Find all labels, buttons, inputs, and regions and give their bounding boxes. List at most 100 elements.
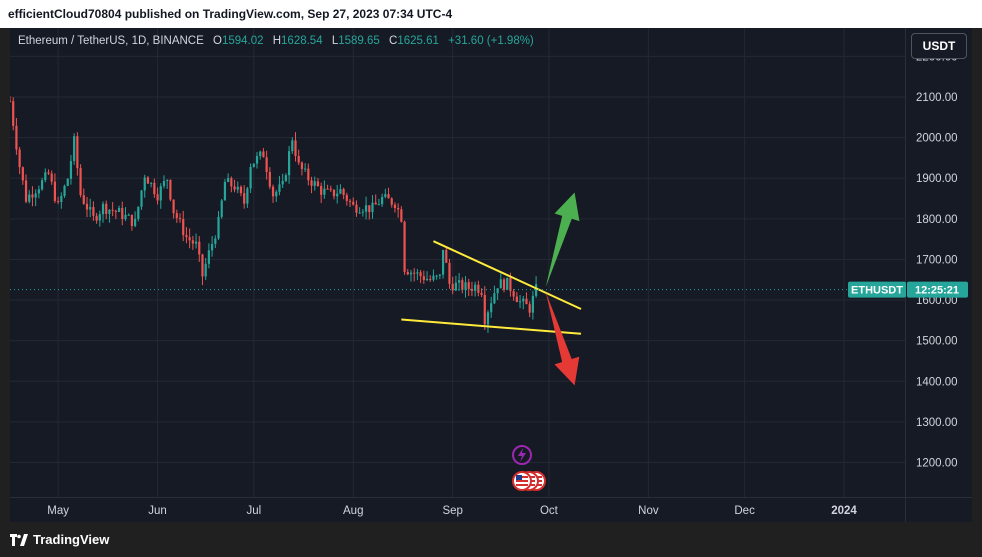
candle-body <box>198 241 201 255</box>
legend-close-value: 1625.61 <box>397 35 439 47</box>
candle-body <box>461 280 464 290</box>
candle-body <box>525 298 528 305</box>
candle-body <box>310 180 313 186</box>
candle-body <box>297 155 300 163</box>
legend-low-label: L <box>331 35 339 47</box>
candle-body <box>345 194 348 201</box>
candle-body <box>320 186 323 195</box>
price-label-time: 12:25:21 <box>915 285 959 297</box>
candle-body <box>259 151 262 157</box>
candle-body <box>210 243 214 251</box>
candle-body <box>515 296 518 302</box>
legend-high-label: H <box>272 35 282 47</box>
candle-body <box>480 292 483 295</box>
candle-body <box>518 301 522 303</box>
y-tick-label: 1900.00 <box>916 173 958 185</box>
candle-body <box>454 282 457 291</box>
chart-area[interactable]: 2200.002100.002000.001900.001800.001700.… <box>10 28 972 522</box>
candle-body <box>361 211 364 213</box>
candle-body <box>445 249 448 263</box>
candle-body <box>239 186 243 194</box>
candle-body <box>223 181 227 201</box>
candle-body <box>374 202 377 205</box>
candle-body <box>339 189 342 194</box>
candle-body <box>85 203 89 210</box>
candle-body <box>140 190 143 207</box>
currency-button[interactable]: USDT <box>911 33 967 59</box>
lightning-icon <box>518 448 526 462</box>
price-chart[interactable]: 2200.002100.002000.001900.001800.001700.… <box>10 28 972 522</box>
candle-body <box>31 194 34 198</box>
candle-body <box>326 188 329 190</box>
candle-body <box>291 140 294 152</box>
legend-change: +31.60 (+1.98%) <box>448 35 534 47</box>
tradingview-logo-icon <box>10 533 28 546</box>
candle-body <box>137 206 140 219</box>
candle-body <box>220 200 223 217</box>
legend-open-label: O <box>212 35 222 47</box>
candle-body <box>76 136 79 169</box>
candle-body <box>34 193 37 198</box>
candle-body <box>214 238 217 244</box>
candle-body <box>352 201 355 205</box>
candle-body <box>371 202 374 213</box>
candle-body <box>169 179 172 200</box>
candle-body <box>166 179 169 182</box>
candle-body <box>262 151 265 158</box>
candle-body <box>134 218 137 226</box>
candle-body <box>63 185 66 196</box>
y-tick-label: 1500.00 <box>916 336 958 348</box>
candle-body <box>486 312 490 325</box>
candle-body <box>384 194 387 197</box>
tradingview-logo[interactable]: TradingView <box>10 532 109 547</box>
candle-body <box>304 168 307 170</box>
legend-high-value: 1628.54 <box>281 35 323 47</box>
candle-body <box>18 149 21 168</box>
candle-body <box>342 189 345 195</box>
candle-body <box>159 186 162 201</box>
candle-body <box>355 204 358 213</box>
candle-body <box>28 194 31 202</box>
candle-body <box>451 283 454 291</box>
candle-body <box>490 303 493 313</box>
legend-symbol: Ethereum / TetherUS, 1D, BINANCE <box>18 35 204 47</box>
tradingview-brand: TradingView <box>33 532 110 547</box>
candle-body <box>506 277 509 290</box>
candle-body <box>377 204 381 206</box>
legend-close-label: C <box>389 35 398 47</box>
candle-body <box>432 275 435 280</box>
candle-body <box>105 203 108 214</box>
candle-body <box>316 181 320 187</box>
candle-body <box>390 198 393 205</box>
candle-body <box>271 186 275 197</box>
candle-body <box>92 207 95 216</box>
candle-body <box>127 214 130 216</box>
candle-body <box>406 271 409 275</box>
candle-body <box>57 200 60 202</box>
candle-body <box>233 186 236 190</box>
price-label-symbol: ETHUSDT <box>851 285 903 297</box>
candle-body <box>236 186 239 190</box>
candle-body <box>528 304 531 313</box>
y-tick-label: 2100.00 <box>916 92 958 104</box>
candle-body <box>53 181 57 201</box>
y-tick-label: 1200.00 <box>916 457 958 469</box>
candle-body <box>153 182 156 195</box>
ohlc-legend: Ethereum / TetherUS, 1D, BINANCE O1594.0… <box>18 35 534 47</box>
published-info: efficientCloud70804 published on Trading… <box>8 7 453 21</box>
candle-body <box>509 277 512 292</box>
candle-body <box>194 241 198 244</box>
candle-body <box>281 180 284 185</box>
candle-body <box>403 221 406 272</box>
candle-body <box>329 188 332 190</box>
footer: TradingView <box>0 522 982 557</box>
candle-body <box>15 125 18 150</box>
candle-body <box>188 237 191 241</box>
candle-body <box>82 195 85 204</box>
y-tick-label: 1700.00 <box>916 254 958 266</box>
candle-body <box>323 188 326 195</box>
candle-body <box>101 203 105 215</box>
x-tick-label: Oct <box>540 505 559 517</box>
candle-body <box>348 200 352 202</box>
candle-body <box>416 272 419 274</box>
